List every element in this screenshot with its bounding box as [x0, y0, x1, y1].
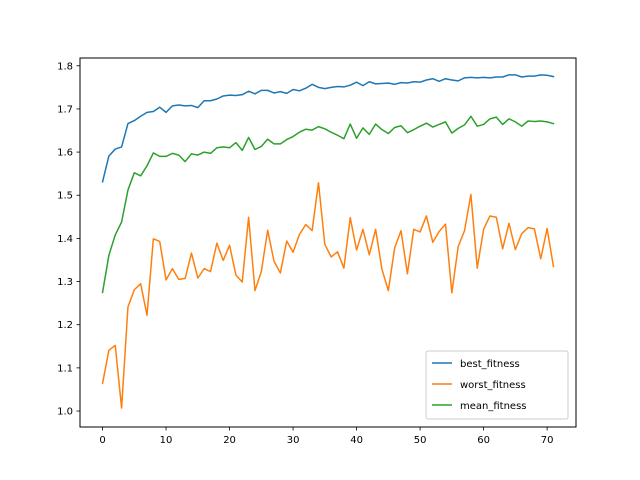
y-tick-label: 1.8	[57, 61, 73, 72]
x-tick-label: 20	[223, 435, 236, 446]
x-tick-label: 70	[541, 435, 554, 446]
x-tick-label: 30	[287, 435, 300, 446]
legend-label-mean-fitness: mean_fitness	[460, 401, 527, 412]
legend-label-best-fitness: best_fitness	[460, 359, 520, 370]
x-tick-label: 40	[350, 435, 363, 446]
y-axis: 1.0 1.1 1.2 1.3 1.4 1.5 1.6 1.7 1.8	[57, 61, 80, 418]
series-line-best-fitness	[101, 74, 555, 183]
y-tick-label: 1.7	[57, 104, 73, 115]
y-tick-label: 1.1	[57, 363, 73, 374]
x-tick-label: 50	[414, 435, 427, 446]
series-layer	[101, 74, 555, 409]
y-tick-label: 1.3	[57, 277, 73, 288]
y-tick-label: 1.2	[57, 320, 73, 331]
x-tick-label: 0	[99, 435, 105, 446]
legend-box	[425, 350, 569, 420]
x-axis: 0 10 20 30 40 50 60 70	[99, 427, 553, 446]
x-tick-label: 10	[160, 435, 173, 446]
series-line-mean-fitness	[101, 115, 555, 294]
plot-area: 0 10 20 30 40 50 60 70 1.0 1.1 1.2 1.3 1.4 1.5 1.6 1.7…	[57, 57, 577, 446]
y-tick-label: 1.4	[57, 234, 73, 245]
x-tick-label: 60	[477, 435, 490, 446]
y-tick-label: 1.5	[57, 191, 73, 202]
y-tick-label: 1.0	[57, 407, 73, 418]
legend: best_fitness worst_fitness mean_fitness	[425, 350, 569, 420]
series-line-worst-fitness	[101, 181, 555, 409]
axes-frame	[79, 57, 577, 428]
legend-label-worst-fitness: worst_fitness	[460, 380, 526, 391]
y-tick-label: 1.6	[57, 148, 73, 159]
